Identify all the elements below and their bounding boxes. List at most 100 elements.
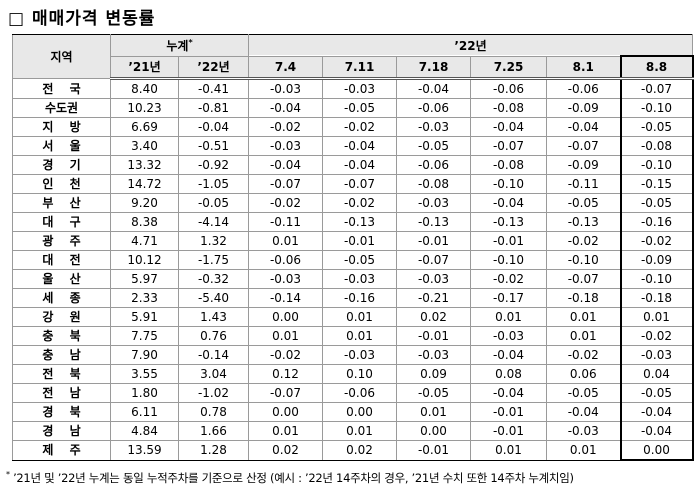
table-body: 전 국 8.40 -0.41 -0.03 -0.03 -0.04 -0.06 -0.06 -0.… [12, 78, 694, 461]
value-cell: -0.18 [619, 288, 694, 308]
value-cell: -0.03 [619, 345, 694, 365]
week-header: 7.18 [396, 55, 471, 80]
value-cell: -1.75 [178, 250, 249, 270]
value-cell: -0.05 [619, 193, 694, 213]
value-cell: 0.10 [322, 364, 397, 384]
value-cell: -0.13 [470, 212, 547, 232]
table-row: 서 울 3.40 -0.51 -0.03 -0.04 -0.05 -0.07 -0.07 -0.… [12, 136, 694, 156]
value-cell: 0.01 [322, 421, 397, 441]
table-row: 대 구 8.38 -4.14 -0.11 -0.13 -0.13 -0.13 -0.13 -0.… [12, 212, 694, 232]
cumulative-header: 누계* [110, 34, 249, 57]
value-cell: -1.05 [178, 174, 249, 194]
value-cell: -0.07 [248, 383, 323, 403]
region-cell: 대 전 [12, 250, 111, 270]
table-row: 제 주 13.59 1.28 0.02 0.02 -0.01 0.01 0.01 0.00 [12, 440, 694, 461]
region-cell: 충 남 [12, 345, 111, 365]
value-cell: -0.02 [248, 345, 323, 365]
value-cell: 14.72 [110, 174, 179, 194]
value-cell: 1.43 [178, 307, 249, 327]
value-cell: -0.04 [470, 383, 547, 403]
value-cell: 5.97 [110, 269, 179, 289]
value-cell: -0.04 [396, 78, 471, 99]
value-cell: 0.00 [248, 402, 323, 422]
value-cell: -0.03 [248, 78, 323, 99]
value-cell: -0.02 [619, 326, 694, 346]
value-cell: 0.01 [546, 326, 621, 346]
value-cell: -0.17 [470, 288, 547, 308]
table-row: 수도권 10.23 -0.81 -0.04 -0.05 -0.06 -0.08 -0.09 -0… [12, 98, 694, 118]
week-header: 7.25 [470, 55, 547, 80]
value-cell: -0.06 [546, 78, 621, 99]
value-cell: -0.08 [619, 136, 694, 156]
value-cell: -0.04 [248, 98, 323, 118]
value-cell: 0.00 [619, 440, 694, 461]
value-cell: 0.04 [619, 364, 694, 384]
year-header: ’21년 [110, 55, 179, 80]
value-cell: 4.71 [110, 231, 179, 251]
value-cell: -0.02 [546, 345, 621, 365]
value-cell: 4.84 [110, 421, 179, 441]
value-cell: 9.20 [110, 193, 179, 213]
value-cell: 10.23 [110, 98, 179, 118]
value-cell: -0.07 [470, 136, 547, 156]
region-cell: 충 북 [12, 326, 111, 346]
value-cell: -0.01 [470, 231, 547, 251]
value-cell: -0.04 [178, 117, 249, 137]
region-cell: 인 천 [12, 174, 111, 194]
table-row: 인 천 14.72 -1.05 -0.07 -0.07 -0.08 -0.10 -0.11 -0… [12, 174, 694, 194]
value-cell: -5.40 [178, 288, 249, 308]
value-cell: -0.02 [248, 117, 323, 137]
region-cell: 경 북 [12, 402, 111, 422]
region-cell: 부 산 [12, 193, 111, 213]
region-cell: 강 원 [12, 307, 111, 327]
value-cell: -0.10 [470, 174, 547, 194]
value-cell: 13.32 [110, 155, 179, 175]
value-cell: 0.01 [396, 402, 471, 422]
value-cell: -0.08 [470, 155, 547, 175]
week-header: 8.8 [619, 55, 694, 80]
value-cell: -0.16 [322, 288, 397, 308]
value-cell: 0.00 [248, 307, 323, 327]
value-cell: -0.06 [396, 98, 471, 118]
value-cell: -0.13 [546, 212, 621, 232]
value-cell: -0.10 [619, 155, 694, 175]
value-cell: -0.08 [470, 98, 547, 118]
value-cell: 7.90 [110, 345, 179, 365]
value-cell: -0.07 [546, 269, 621, 289]
table-row: 경 남 4.84 1.66 0.01 0.01 0.00 -0.01 -0.03 -0.04 [12, 421, 694, 441]
header-row: ’21년 ’22년 7.4 7.11 7.18 7.25 8.1 8.8 [13, 55, 694, 80]
value-cell: -0.21 [396, 288, 471, 308]
value-cell: -0.09 [546, 155, 621, 175]
value-cell: -0.03 [322, 78, 397, 99]
value-cell: -0.02 [546, 231, 621, 251]
value-cell: 0.06 [546, 364, 621, 384]
value-cell: -0.04 [619, 421, 694, 441]
value-cell: 0.01 [248, 421, 323, 441]
region-cell: 전 북 [12, 364, 111, 384]
value-cell: -0.02 [248, 193, 323, 213]
value-cell: -0.18 [546, 288, 621, 308]
value-cell: -0.04 [470, 193, 547, 213]
table-row: 충 남 7.90 -0.14 -0.02 -0.03 -0.03 -0.04 -0.02 -0.… [12, 345, 694, 365]
value-cell: -0.10 [546, 250, 621, 270]
value-cell: 0.01 [248, 326, 323, 346]
value-cell: -0.32 [178, 269, 249, 289]
weekly-group-header: ’22년 [248, 34, 693, 57]
value-cell: 1.66 [178, 421, 249, 441]
region-cell: 광 주 [12, 231, 111, 251]
table-header: 지역 누계* ’22년 ’21년 ’22년 7.4 7.11 7.18 7.25 8.1 8.… [12, 34, 694, 80]
value-cell: -0.13 [396, 212, 471, 232]
header-row: 지역 누계* ’22년 [12, 34, 693, 79]
value-cell: 1.28 [178, 440, 249, 461]
region-cell: 지 방 [12, 117, 111, 137]
value-cell: -0.01 [396, 231, 471, 251]
value-cell: -0.02 [322, 193, 397, 213]
value-cell: 13.59 [110, 440, 179, 461]
value-cell: -0.14 [248, 288, 323, 308]
value-cell: 5.91 [110, 307, 179, 327]
value-cell: -0.05 [619, 117, 694, 137]
value-cell: -0.07 [396, 250, 471, 270]
region-cell: 대 구 [12, 212, 111, 232]
region-cell: 세 종 [12, 288, 111, 308]
